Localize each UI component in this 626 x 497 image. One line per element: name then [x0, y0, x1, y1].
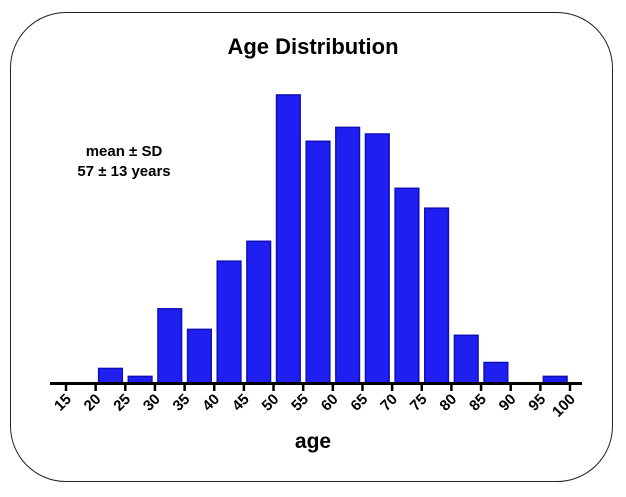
x-tick-label: 90	[496, 391, 520, 415]
x-tick-label: 45	[229, 391, 253, 415]
bar-35	[186, 328, 212, 384]
x-tick-label: 95	[525, 391, 549, 415]
bar-75	[424, 207, 450, 384]
x-tick-label: 75	[407, 391, 431, 415]
bar-20	[97, 367, 124, 384]
x-tick-label: 30	[140, 391, 164, 415]
bar-30	[157, 308, 183, 384]
x-tick-label: 60	[318, 391, 342, 415]
x-tick-label: 15	[51, 391, 75, 415]
x-tick-label: 100	[549, 391, 579, 421]
x-tick-label: 50	[259, 391, 283, 415]
x-tick-label: 70	[377, 391, 401, 415]
x-tick-label: 40	[199, 391, 223, 415]
x-tick-label: 20	[81, 391, 105, 415]
bar-50	[275, 94, 301, 384]
stats-annotation: mean ± SD 57 ± 13 years	[54, 142, 194, 182]
chart-title: Age Distribution	[227, 34, 399, 59]
bar-40	[216, 260, 242, 384]
annotation-line-2: 57 ± 13 years	[77, 163, 171, 180]
bar-55	[305, 140, 331, 384]
bars-group	[97, 94, 568, 384]
bar-45	[246, 240, 272, 384]
x-tick-label: 25	[110, 391, 134, 415]
x-tick-label: 65	[347, 391, 371, 415]
bar-60	[335, 126, 361, 384]
bar-65	[364, 133, 390, 384]
bar-70	[394, 187, 420, 384]
annotation-line-1: mean ± SD	[85, 143, 163, 160]
x-tick-label: 80	[436, 391, 460, 415]
bar-85	[483, 361, 509, 384]
x-tick-label: 55	[288, 391, 312, 415]
x-ticks-group: 15 20 25 30 35 40 45 50 55 60 65 70 75 80 85 90 95 100	[51, 383, 579, 421]
x-tick-label: 35	[170, 391, 194, 415]
x-axis-label: age	[294, 430, 332, 453]
x-tick-label: 85	[466, 391, 490, 415]
bar-80	[453, 334, 479, 384]
